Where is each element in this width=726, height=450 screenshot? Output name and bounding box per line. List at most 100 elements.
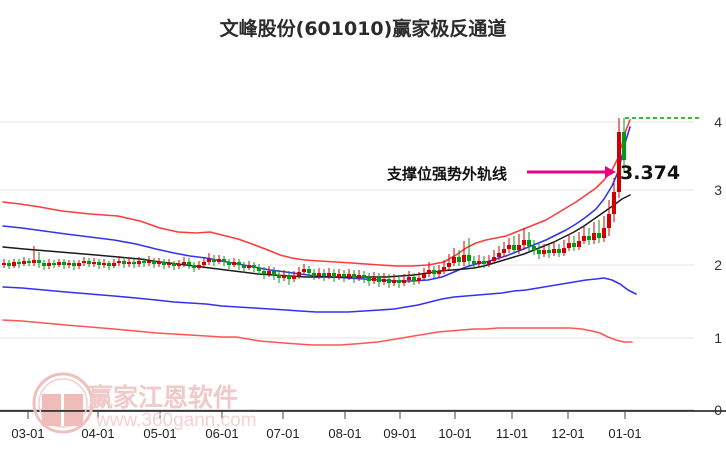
candle-body [437,271,441,274]
candle-body [207,259,211,262]
candle-body [352,274,356,278]
candle-body [587,236,591,240]
x-axis-tick-label: 06-01 [205,426,239,441]
candle-body [132,262,136,264]
candle-body [147,261,151,263]
candle-body [122,261,126,264]
candle-body [482,261,486,264]
candle-body [187,262,191,265]
candle-body [557,249,561,253]
candle-body [222,259,226,262]
page-title: 文峰股份(601010)赢家极反通道 [219,18,507,40]
candle-body [217,259,221,262]
candle-body [412,277,416,281]
candle-body [162,262,166,265]
candle-body [252,265,256,268]
x-axis-tick-label: 10-01 [438,426,472,441]
candle-body [367,278,371,281]
candle-body [357,275,361,278]
candle-body [197,265,201,268]
candle-body [457,257,461,262]
candle-body [617,132,621,192]
annotation-arrow-head [605,166,616,178]
candle-body [17,262,21,264]
candle-body [12,262,16,266]
candle-body [2,263,6,265]
candle-body [337,274,341,277]
y-axis-tick-label: 1 [714,330,722,346]
series-inner-upper-band [2,126,631,282]
candle-body [567,243,571,248]
candle-body [37,260,41,263]
candle-body [347,274,351,277]
x-axis-tick-label: 07-01 [266,426,300,441]
x-axis-tick-label: 11-01 [495,426,529,441]
candle-body [477,261,481,264]
candle-body [407,277,411,280]
candle-body [27,261,31,263]
candlestick-group [2,118,626,288]
candle-body [432,270,436,274]
candle-body [267,271,271,274]
candle-body [492,257,496,261]
candle-body [137,261,141,264]
candle-body [202,262,206,265]
candle-body [562,248,566,253]
candle-body [327,273,331,276]
x-axis-tick-label: 05-01 [143,426,177,441]
candle-body [237,262,241,265]
candle-body [192,265,196,268]
x-axis-tick-label: 03-01 [11,426,45,441]
y-axis-tick-label: 2 [714,257,722,273]
series-inner-lower-band [2,277,637,313]
candle-body [537,250,541,254]
x-axis-tick-label: 08-01 [328,426,362,441]
candle-body [342,274,346,277]
candle-body [82,261,86,263]
candle-body [602,228,606,238]
candle-body [472,261,476,264]
candle-body [592,233,596,240]
candle-body [402,280,406,283]
candle-body [272,271,276,275]
candle-body [102,263,106,265]
candle-body [282,275,286,278]
candle-body [112,263,116,266]
candle-body [362,275,366,278]
candle-body [52,263,56,265]
candle-body [177,264,181,266]
candle-body [387,279,391,283]
candle-body [392,280,396,283]
candle-body [167,263,171,265]
candle-body [417,278,421,281]
candle-body [597,233,601,238]
candle-body [142,261,146,263]
support-line-annotation-label: 支撑位强势外轨线 [387,165,508,183]
candle-body [547,250,551,253]
candle-body [297,272,301,276]
candle-body [92,262,96,264]
candle-body [382,279,386,282]
candle-body [242,265,246,268]
candle-body [227,262,231,265]
candle-body [442,267,446,271]
watermark-url: www.360gann.com [96,410,257,431]
candle-body [72,263,76,266]
x-axis-tick-label: 01-01 [608,426,642,441]
candle-body [7,263,11,266]
watermark-brand: 赢家江恩软件 [88,383,239,412]
candle-body [497,253,501,257]
candle-body [572,243,576,247]
candle-body [152,261,156,264]
candle-body [22,261,26,264]
x-axis-tick-label: 12-01 [551,426,585,441]
candle-body [607,214,611,228]
candle-body [67,263,71,265]
x-axis-tick-label: 04-01 [81,426,115,441]
candle-body [522,240,526,245]
candle-body [622,132,626,160]
support-line-value: 3.374 [620,162,681,184]
candle-body [287,275,291,279]
